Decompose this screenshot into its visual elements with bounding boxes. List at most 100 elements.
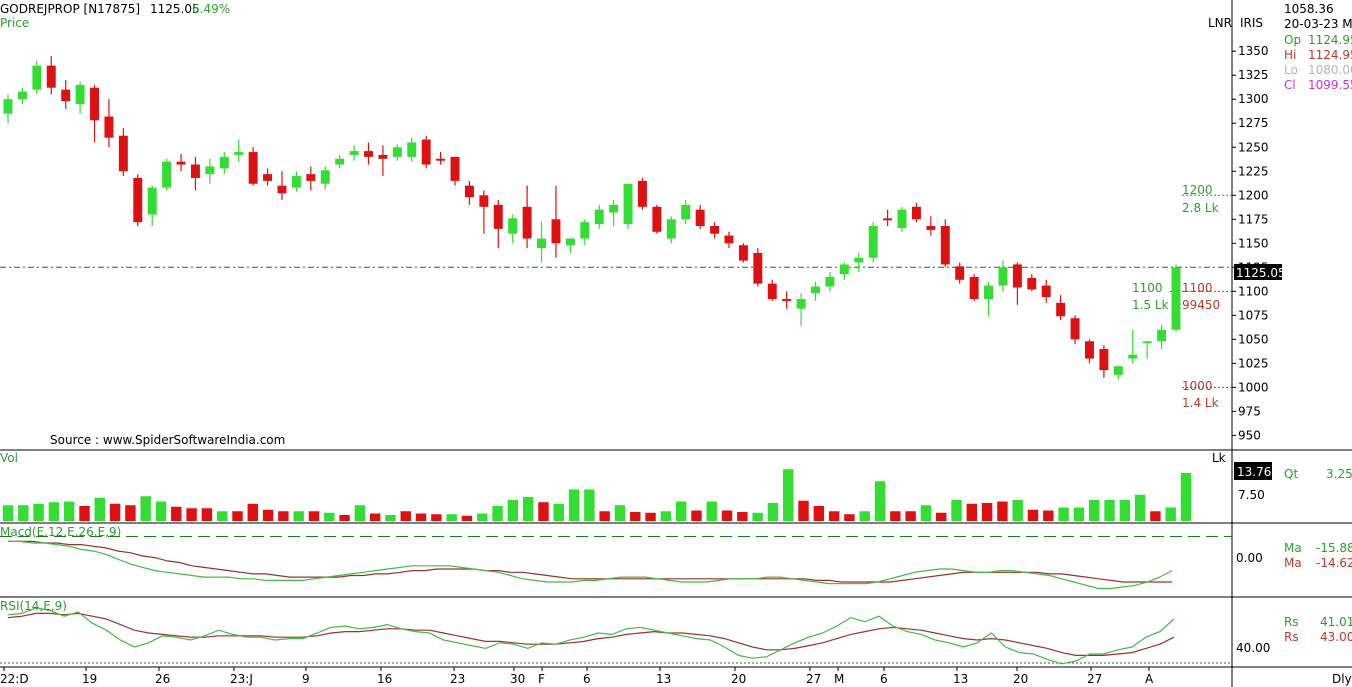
candle-body: [219, 156, 229, 169]
candle: [883, 209, 893, 227]
scale-tag-lnr[interactable]: LNR: [1208, 16, 1232, 30]
candle: [710, 222, 720, 239]
candle: [508, 214, 518, 244]
x-tick-label: 20: [731, 672, 746, 686]
candle: [147, 185, 157, 227]
mid-vol-red-label: 99450: [1182, 298, 1220, 312]
price-label: 1125.05: [150, 2, 200, 16]
candle: [940, 219, 950, 268]
candle-body: [277, 185, 287, 194]
candle-body: [407, 142, 417, 157]
rsi-signal-line: [7, 612, 1175, 657]
x-tick-label: 13: [656, 672, 671, 686]
candle: [969, 274, 979, 301]
candle: [1012, 262, 1022, 305]
candle: [1113, 366, 1123, 380]
candle: [190, 156, 200, 191]
volume-bar: [584, 489, 595, 521]
candle: [594, 204, 604, 229]
candle-body: [75, 84, 85, 105]
candle-body: [17, 91, 27, 100]
candle-body: [3, 99, 13, 114]
candle: [623, 183, 633, 229]
macd-ma2-label: Ma: [1284, 556, 1302, 570]
candle-body: [623, 183, 633, 225]
x-tick-label: 23:J: [230, 672, 253, 686]
candle-body: [1099, 348, 1109, 371]
x-tick-label: 27: [806, 672, 821, 686]
volume-bar: [538, 502, 549, 521]
rsi-tick: 40.00: [1236, 641, 1270, 655]
volume-bar: [477, 513, 488, 521]
candle: [1085, 339, 1094, 364]
info-value: 1058.36: [1284, 2, 1334, 16]
price-tick-label: 1050: [1238, 332, 1269, 346]
upper-level-label: 1200: [1182, 183, 1213, 197]
lower-vol-label: 1.4 Lk: [1182, 396, 1219, 410]
candle: [738, 243, 748, 263]
candle: [681, 200, 691, 225]
candle-body: [1056, 302, 1066, 317]
volume-bar: [813, 506, 825, 521]
candle: [118, 128, 128, 177]
info-date: 20-03-23 Mo: [1284, 17, 1352, 31]
x-tick-label: 26: [155, 672, 170, 686]
volume-bar: [155, 501, 167, 521]
candle-body: [320, 170, 330, 184]
candle-body: [205, 166, 215, 175]
volume-bar: [1180, 473, 1192, 521]
volume-bar: [890, 511, 901, 521]
volume-bar: [18, 505, 29, 521]
volume-bar: [140, 496, 151, 521]
candle: [825, 272, 835, 292]
candle-body: [1157, 329, 1167, 342]
candle: [565, 238, 575, 253]
candle-body: [695, 209, 705, 227]
volume-bar: [2, 505, 14, 521]
candle: [277, 171, 287, 201]
candle-body: [436, 158, 446, 161]
candle-body: [508, 218, 518, 234]
candle-body: [248, 152, 258, 184]
candle-body: [1027, 277, 1037, 290]
candle: [537, 222, 547, 263]
candle-body: [782, 299, 792, 301]
volume-bar: [981, 503, 993, 521]
candle: [868, 222, 878, 263]
candle-body: [349, 151, 359, 155]
mid-level-green-label: 1100: [1132, 281, 1163, 295]
x-tick-label: 30: [510, 672, 525, 686]
candle: [335, 154, 345, 169]
candle-body: [335, 158, 345, 165]
candle: [926, 216, 936, 236]
candle-body: [955, 266, 965, 280]
candle-body: [666, 219, 676, 239]
candle: [75, 81, 85, 114]
price-tick-label: 1250: [1238, 140, 1269, 154]
candle: [1056, 295, 1066, 321]
volume-bar: [859, 511, 870, 521]
candle-body: [522, 206, 532, 239]
vol-current-tag: 13.76: [1237, 465, 1271, 479]
timeframe-label[interactable]: Dly: [1332, 672, 1352, 686]
volume-bar: [431, 514, 442, 521]
volume-bar: [1043, 510, 1054, 521]
candle: [349, 145, 359, 161]
candle-body: [118, 135, 128, 172]
candle: [421, 135, 431, 169]
candle: [450, 156, 460, 186]
vol-tick: 7.50: [1238, 488, 1265, 502]
candle-body: [1070, 318, 1080, 340]
volume-bar: [446, 514, 457, 521]
volume-bar: [1150, 511, 1161, 521]
candle: [17, 87, 27, 105]
x-tick-label: 13: [953, 672, 968, 686]
candle-body: [710, 226, 720, 234]
candle: [911, 202, 921, 223]
volume-bar: [293, 511, 304, 521]
x-tick-label: 27: [1087, 672, 1102, 686]
scale-tag-iris[interactable]: IRIS: [1240, 16, 1263, 30]
volume-bar: [614, 505, 626, 521]
volume-bar: [568, 489, 580, 521]
price-tick-label: 1000: [1238, 380, 1269, 394]
